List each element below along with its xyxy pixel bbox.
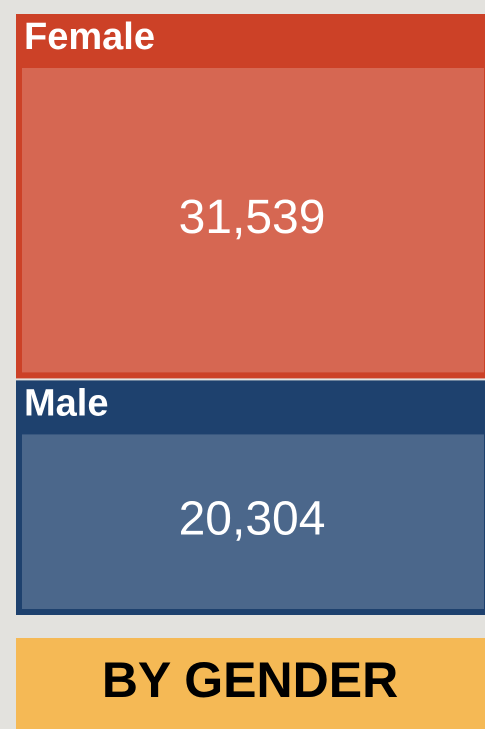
value-label: 31,539 [179,191,326,244]
chart-title: BY GENDER [102,652,398,708]
value-label: 20,304 [179,492,326,545]
cell-label: Female [24,16,155,58]
treemap-cell [16,380,485,615]
cell-inner [22,68,484,373]
cell-label: Male [24,382,108,424]
treemap-cell [16,14,485,379]
cell-inner [22,434,484,609]
title-box [16,638,485,729]
